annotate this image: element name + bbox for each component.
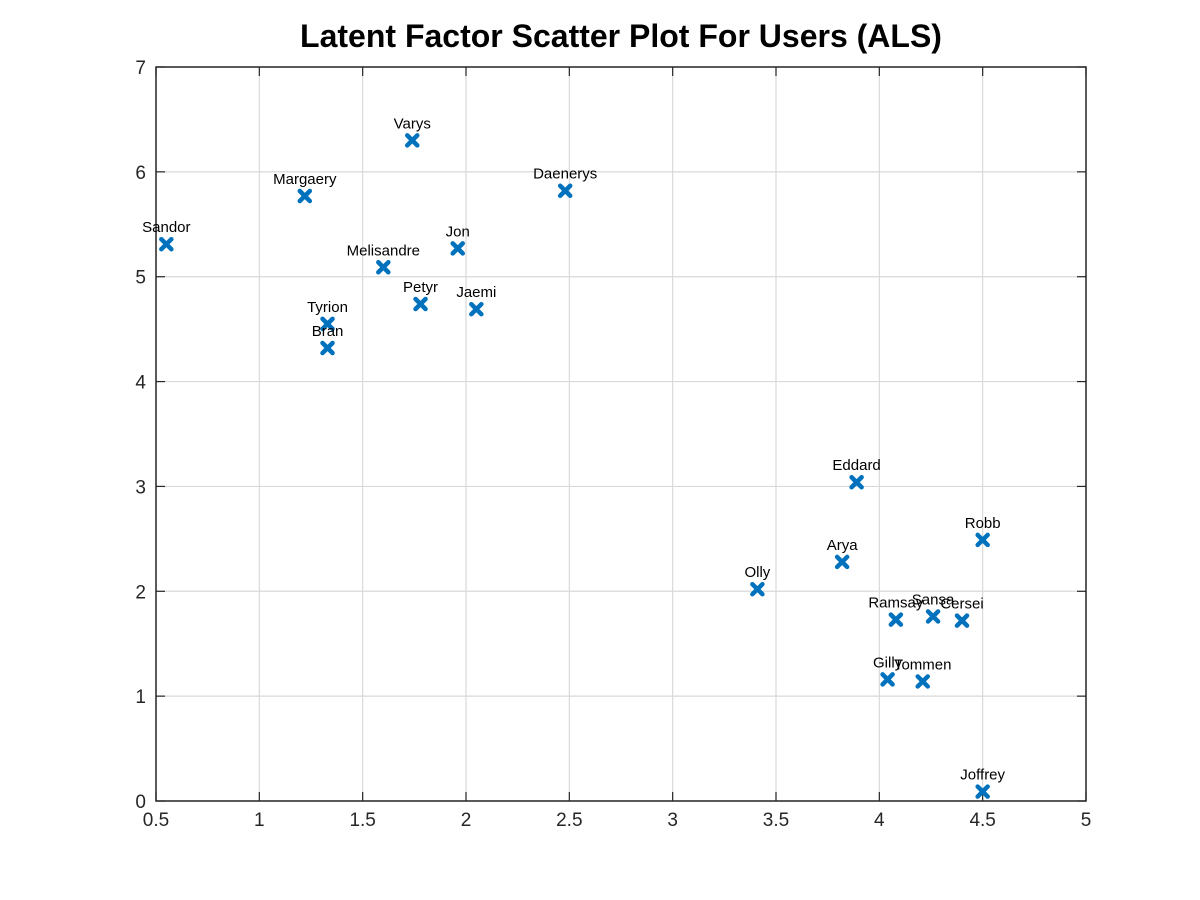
data-point — [413, 296, 428, 312]
data-point — [376, 260, 391, 275]
y-tick-label: 1 — [135, 687, 146, 708]
data-point — [975, 784, 990, 799]
data-point-label: Arya — [827, 537, 859, 554]
x-tick-label: 2 — [461, 810, 472, 831]
data-point-label: Daenerys — [533, 166, 597, 183]
data-point — [469, 301, 484, 317]
data-point — [450, 241, 465, 256]
y-tick-label: 5 — [135, 268, 146, 289]
data-point-label: Varys — [394, 115, 431, 132]
data-point-label: Eddard — [832, 457, 880, 474]
data-point — [915, 674, 930, 689]
data-point-label: Margaery — [273, 171, 337, 188]
data-point-label: Robb — [965, 515, 1001, 532]
data-point — [557, 183, 573, 198]
x-tick-label: 2.5 — [556, 810, 582, 831]
data-point-label: Petyr — [403, 279, 438, 296]
x-tick-label: 1.5 — [349, 810, 375, 831]
data-point-label: Sandor — [142, 219, 190, 236]
x-tick-label: 3.5 — [763, 810, 789, 831]
data-point — [888, 612, 904, 627]
y-tick-label: 7 — [135, 58, 146, 79]
data-point — [405, 133, 420, 148]
x-tick-label: 1 — [254, 810, 265, 831]
data-point — [297, 188, 313, 204]
data-point — [750, 581, 765, 597]
data-point — [880, 672, 895, 687]
data-point — [320, 316, 335, 332]
data-point-label: Gilly — [873, 654, 903, 671]
data-point-label: Cersei — [940, 596, 983, 613]
data-point-label: Sansa — [912, 591, 955, 608]
data-point — [954, 613, 970, 628]
chart-title: Latent Factor Scatter Plot For Users (AL… — [300, 18, 942, 54]
x-tick-label: 4 — [874, 810, 885, 831]
data-point — [320, 340, 335, 356]
x-tick-label: 3 — [667, 810, 678, 831]
y-tick-label: 2 — [135, 582, 146, 603]
y-tick-label: 0 — [135, 792, 146, 813]
data-point — [849, 474, 864, 490]
data-point-label: Melisandre — [347, 242, 420, 259]
data-point-label: Joffrey — [960, 767, 1005, 784]
x-tick-label: 0.5 — [143, 810, 169, 831]
data-point-label: Jaemi — [456, 284, 496, 301]
data-point-label: Bran — [312, 323, 344, 340]
data-point-label: Ramsay — [868, 595, 924, 612]
data-point — [159, 236, 174, 252]
data-point — [834, 554, 850, 570]
data-point — [975, 532, 990, 548]
y-tick-label: 6 — [135, 163, 146, 184]
data-point-label: Tommen — [894, 656, 952, 673]
data-point-label: Olly — [744, 564, 770, 581]
y-tick-label: 3 — [135, 477, 146, 498]
x-tick-label: 5 — [1081, 810, 1092, 831]
y-tick-label: 4 — [135, 373, 146, 394]
data-point-label: Tyrion — [307, 299, 348, 316]
data-point-label: Jon — [446, 223, 470, 240]
x-tick-label: 4.5 — [969, 810, 995, 831]
data-point — [925, 609, 941, 624]
axes-box — [155, 66, 1087, 802]
